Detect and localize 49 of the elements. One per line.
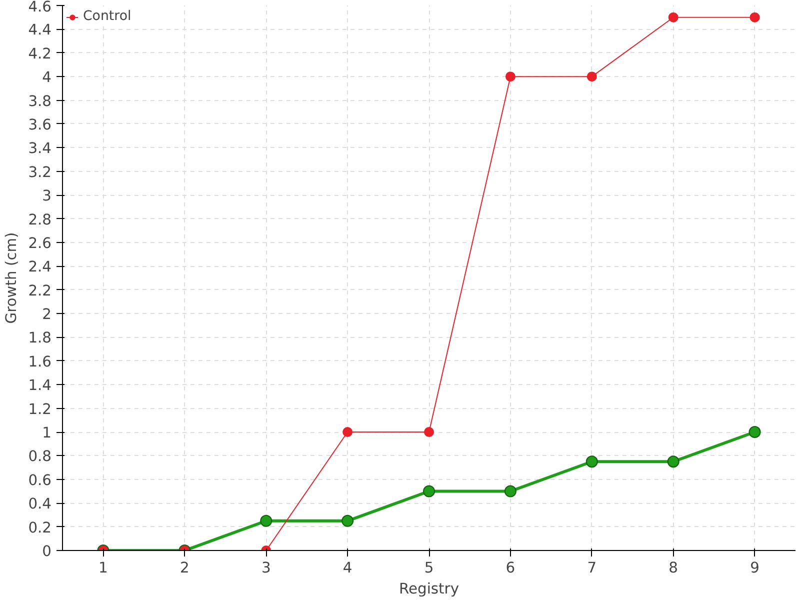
y-tick-label: 2.4 [28,258,52,276]
y-tick-label: 1 [42,424,52,442]
y-tick-label: 4.4 [28,22,52,39]
point [748,426,761,438]
x-tick-label: 6 [506,560,516,576]
y-tick-label: 1.8 [28,330,52,347]
y-tick-label: 3.6 [28,116,52,134]
x-tick-label: 3 [261,560,271,576]
point [504,485,516,498]
x-tick-label: 5 [424,560,434,576]
y-tick-label: 3 [42,188,52,205]
x-tick-label: 2 [180,560,190,576]
point [750,12,760,22]
point [505,72,516,82]
y-tick-label: 3.4 [28,140,52,158]
x-axis-title: Registry [399,580,460,598]
y-tick-label: 0.2 [28,519,52,536]
y-tick-label: 4 [42,69,52,86]
point [586,456,598,468]
y-tick-label: 4.2 [28,45,52,62]
y-tick-label: 0.8 [28,448,52,466]
y-tick-label: 1.4 [28,377,52,394]
y-tick-label: 2 [42,306,52,324]
y-tick-label: 2.6 [28,234,52,252]
y-tick-label: 4.6 [28,0,52,16]
legend-label: Control [83,9,132,24]
y-tick-label: 0.6 [28,472,52,489]
y-tick-label: 3.2 [28,164,52,181]
point [342,514,354,527]
y-axis-title: Growth (cm) [3,232,20,324]
point [668,12,678,22]
point [342,427,353,438]
y-tick-label: 3.8 [28,92,52,110]
y-tick-label: 2.2 [28,282,52,300]
x-tick-label: 4 [342,560,352,576]
y-tick-label: 1.6 [28,353,52,370]
y-tick-label: 1.2 [28,400,52,418]
x-tick-label: 9 [750,560,760,576]
y-tick-label: 2.8 [28,211,52,228]
point [423,485,435,498]
point [586,72,597,82]
point [667,456,680,468]
point [260,514,272,527]
y-tick-label: 0 [42,543,52,560]
x-tick-label: 1 [98,560,108,576]
point [424,427,434,438]
x-tick-label: 7 [587,560,597,576]
x-tick-label: 8 [668,560,678,576]
y-tick-label: 0.4 [28,496,52,513]
